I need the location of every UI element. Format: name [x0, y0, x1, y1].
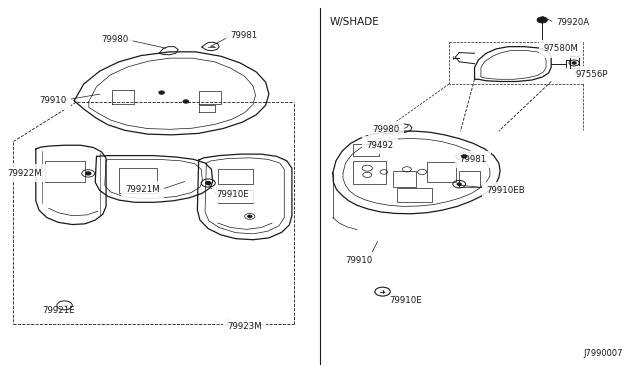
- Bar: [397, 188, 432, 202]
- Text: 79980: 79980: [372, 125, 399, 134]
- Bar: [218, 169, 253, 184]
- Text: 79910E: 79910E: [389, 296, 422, 305]
- Bar: [383, 133, 394, 137]
- Text: 79910EB: 79910EB: [486, 186, 525, 195]
- Bar: [353, 161, 387, 184]
- Circle shape: [159, 91, 164, 94]
- Bar: [460, 171, 479, 187]
- Bar: [353, 144, 379, 155]
- Text: 79922M: 79922M: [7, 169, 42, 177]
- Circle shape: [248, 215, 252, 218]
- Circle shape: [205, 182, 211, 185]
- Text: 79492: 79492: [366, 141, 393, 150]
- Bar: [119, 168, 157, 193]
- Text: J7990007: J7990007: [584, 349, 623, 358]
- Bar: [428, 162, 456, 182]
- Text: 79910: 79910: [39, 96, 67, 105]
- Text: 79910: 79910: [346, 256, 372, 265]
- Text: W/SHADE: W/SHADE: [330, 17, 380, 28]
- Text: 79981: 79981: [460, 155, 486, 164]
- Circle shape: [183, 100, 188, 103]
- Circle shape: [458, 183, 461, 185]
- Bar: [218, 190, 253, 203]
- Text: 97556P: 97556P: [575, 70, 608, 79]
- Circle shape: [537, 17, 547, 23]
- Text: 79921M: 79921M: [125, 185, 160, 194]
- Text: 79920A: 79920A: [556, 19, 589, 28]
- Bar: [394, 171, 416, 187]
- Text: 79923M: 79923M: [227, 321, 262, 331]
- Circle shape: [86, 172, 91, 175]
- Text: 79980: 79980: [101, 35, 129, 44]
- Text: 79981: 79981: [230, 31, 258, 41]
- Text: 97580M: 97580M: [543, 44, 579, 53]
- Text: 79921E: 79921E: [42, 306, 75, 315]
- Circle shape: [572, 62, 576, 64]
- Bar: [45, 161, 85, 182]
- Circle shape: [462, 155, 467, 158]
- Text: 79910E: 79910E: [216, 190, 250, 199]
